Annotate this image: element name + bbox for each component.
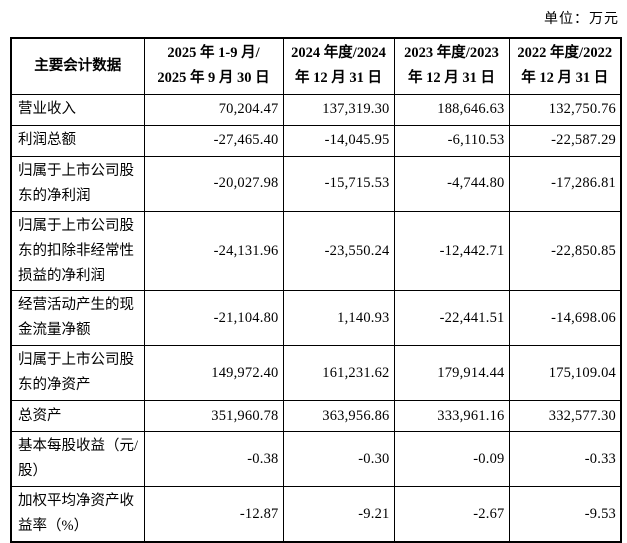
- table-row: 归属于上市公司股东的净利润 -20,027.98 -15,715.53 -4,7…: [10, 155, 622, 212]
- cell-value: -14,045.95: [282, 124, 395, 157]
- header-period-line2: 年 12 月 31 日: [408, 70, 495, 87]
- row-label: 归属于上市公司股东的净资产: [10, 345, 145, 402]
- cell-value: -23,550.24: [282, 210, 395, 292]
- cell-value: 332,577.30: [508, 400, 622, 433]
- cell-value: 132,750.76: [508, 93, 622, 126]
- cell-value: -12,442.71: [393, 210, 510, 292]
- header-period-line1: 2023 年度/2023: [404, 45, 499, 61]
- row-label: 利润总额: [10, 124, 145, 157]
- cell-value: -17,286.81: [508, 155, 622, 212]
- header-period-2022: 2022 年度/2022 年 12 月 31 日: [508, 37, 622, 95]
- cell-value: -14,698.06: [508, 290, 622, 347]
- table-row: 归属于上市公司股东的净资产 149,972.40 161,231.62 179,…: [10, 345, 622, 402]
- table-header-row: 主要会计数据 2025 年 1-9 月/ 2025 年 9 月 30 日 202…: [10, 37, 622, 95]
- cell-value: -0.38: [143, 431, 284, 488]
- header-period-line2: 2025 年 9 月 30 日: [157, 70, 270, 87]
- cell-value: 137,319.30: [282, 93, 395, 126]
- cell-value: -9.21: [282, 486, 395, 543]
- cell-value: -0.09: [393, 431, 510, 488]
- header-period-line1: 2022 年度/2022: [517, 45, 613, 61]
- row-label: 总资产: [10, 400, 145, 433]
- table-row: 营业收入 70,204.47 137,319.30 188,646.63 132…: [10, 93, 622, 126]
- cell-value: 149,972.40: [143, 345, 284, 402]
- row-label: 归属于上市公司股东的扣除非经常性损益的净利润: [10, 210, 145, 292]
- cell-value: -6,110.53: [393, 124, 510, 157]
- header-period-line1: 2025 年 1-9 月/: [167, 45, 260, 61]
- cell-value: 363,956.86: [282, 400, 395, 433]
- cell-value: -22,587.29: [508, 124, 622, 157]
- cell-value: -20,027.98: [143, 155, 284, 212]
- cell-value: -24,131.96: [143, 210, 284, 292]
- cell-value: 70,204.47: [143, 93, 284, 126]
- cell-value: -27,465.40: [143, 124, 284, 157]
- table-row: 利润总额 -27,465.40 -14,045.95 -6,110.53 -22…: [10, 124, 622, 157]
- cell-value: -0.33: [508, 431, 622, 488]
- cell-value: 188,646.63: [393, 93, 510, 126]
- table-row: 归属于上市公司股东的扣除非经常性损益的净利润 -24,131.96 -23,55…: [10, 210, 622, 292]
- row-label: 加权平均净资产收益率（%）: [10, 486, 145, 543]
- unit-label: 单位：万元: [544, 12, 619, 27]
- cell-value: 161,231.62: [282, 345, 395, 402]
- header-metric-column: 主要会计数据: [10, 37, 145, 95]
- cell-value: -21,104.80: [143, 290, 284, 347]
- table-row: 加权平均净资产收益率（%） -12.87 -9.21 -2.67 -9.53: [10, 486, 622, 543]
- header-period-2024: 2024 年度/2024 年 12 月 31 日: [282, 37, 395, 95]
- header-period-2025: 2025 年 1-9 月/ 2025 年 9 月 30 日: [143, 37, 284, 95]
- cell-value: -22,441.51: [393, 290, 510, 347]
- cell-value: -4,744.80: [393, 155, 510, 212]
- header-period-line2: 年 12 月 31 日: [295, 70, 382, 87]
- cell-value: -22,850.85: [508, 210, 622, 292]
- cell-value: 351,960.78: [143, 400, 284, 433]
- cell-value: -12.87: [143, 486, 284, 543]
- row-label: 归属于上市公司股东的净利润: [10, 155, 145, 212]
- row-label: 营业收入: [10, 93, 145, 126]
- row-label: 基本每股收益（元/股）: [10, 431, 145, 488]
- header-period-2023: 2023 年度/2023 年 12 月 31 日: [393, 37, 510, 95]
- cell-value: -9.53: [508, 486, 622, 543]
- financial-summary-table: 主要会计数据 2025 年 1-9 月/ 2025 年 9 月 30 日 202…: [10, 37, 622, 543]
- cell-value: 175,109.04: [508, 345, 622, 402]
- row-label: 经营活动产生的现金流量净额: [10, 290, 145, 347]
- table-row: 总资产 351,960.78 363,956.86 333,961.16 332…: [10, 400, 622, 433]
- cell-value: -0.30: [282, 431, 395, 488]
- cell-value: -15,715.53: [282, 155, 395, 212]
- cell-value: 179,914.44: [393, 345, 510, 402]
- header-period-line1: 2024 年度/2024: [291, 45, 386, 61]
- table-row: 经营活动产生的现金流量净额 -21,104.80 1,140.93 -22,44…: [10, 290, 622, 347]
- header-period-line2: 年 12 月 31 日: [521, 70, 609, 87]
- cell-value: 1,140.93: [282, 290, 395, 347]
- cell-value: -2.67: [393, 486, 510, 543]
- cell-value: 333,961.16: [393, 400, 510, 433]
- table-row: 基本每股收益（元/股） -0.38 -0.30 -0.09 -0.33: [10, 431, 622, 488]
